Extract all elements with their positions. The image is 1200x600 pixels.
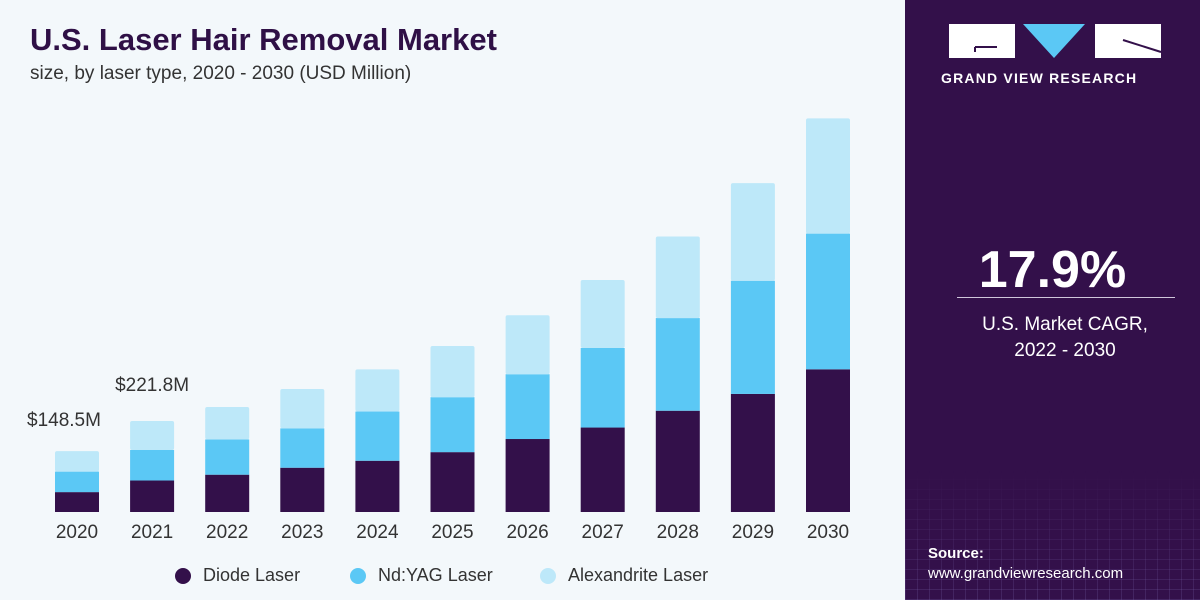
x-tick-label: 2020 [56,522,98,543]
source: Source: www.grandviewresearch.com [928,544,1123,584]
chart-title: U.S. Laser Hair Removal Market [30,22,497,57]
x-tick-label: 2024 [356,522,399,543]
bar-nd-yag-laser-2029 [730,280,775,394]
bar-alexandrite-laser-2020 [55,451,99,472]
bar-alexandrite-laser-2027 [580,279,625,348]
cagr-value: 17.9% [978,241,1127,299]
bar-nd-yag-laser-2025 [430,397,475,453]
x-tick-label: 2029 [732,522,774,543]
data-label-2021: $221.8M [115,375,189,396]
x-tick-label: 2030 [807,522,849,543]
legend-item-diode: Diode Laser [175,565,300,586]
bar-nd-yag-laser-2022 [205,439,250,475]
bar-diode-laser-2028 [655,410,700,512]
legend-swatch [350,567,366,584]
bar-diode-laser-2025 [430,452,475,512]
bar-diode-laser-2027 [580,427,625,512]
source-link[interactable]: www.grandviewresearch.com [928,565,1124,582]
bar-diode-laser-2030 [806,369,850,512]
x-tick-label: 2021 [131,522,173,543]
bar-alexandrite-laser-2030 [806,118,850,234]
cagr-label-line-2: 2022 - 2030 [1014,340,1116,361]
x-tick-label: 2028 [657,522,699,543]
bar-alexandrite-laser-2023 [280,389,325,429]
bar-alexandrite-laser-2028 [655,236,700,319]
bar-alexandrite-laser-2024 [355,369,400,412]
source-label: Source: [928,545,984,562]
bar-diode-laser-2024 [355,460,400,512]
bar-nd-yag-laser-2023 [280,428,325,468]
legend-item-ndyag: Nd:YAG Laser [350,565,493,586]
bar-nd-yag-laser-2021 [130,449,175,481]
legend-swatch [540,567,556,584]
cagr-label-line-1: U.S. Market CAGR, [982,314,1148,335]
bar-nd-yag-laser-2027 [580,348,625,428]
bar-nd-yag-laser-2030 [806,233,850,370]
legend-label: Diode Laser [203,565,301,585]
x-tick-label: 2025 [431,522,473,543]
decorative-grid [905,470,1200,600]
bar-diode-laser-2023 [280,467,325,512]
bar-alexandrite-laser-2029 [730,183,775,281]
legend-item-alexandrite: Alexandrite Laser [540,565,708,586]
bar-nd-yag-laser-2020 [55,471,99,493]
bar-diode-laser-2029 [730,393,775,512]
bar-nd-yag-laser-2026 [505,374,550,440]
x-tick-label: 2026 [506,522,548,543]
bar-nd-yag-laser-2024 [355,411,400,461]
bar-alexandrite-laser-2022 [205,407,250,440]
bar-diode-laser-2026 [505,439,550,512]
legend-swatch [175,567,191,584]
brand-name: GRAND VIEW RESEARCH [941,70,1138,86]
x-tick-label: 2027 [582,522,624,543]
bar-alexandrite-laser-2026 [505,315,550,375]
legend-label: Alexandrite Laser [568,565,709,585]
x-tick-label: 2023 [281,522,323,543]
chart-subtitle: size, by laser type, 2020 - 2030 (USD Mi… [30,63,412,84]
bar-diode-laser-2021 [130,480,175,512]
grand-view-research-logo [949,24,1162,58]
divider [957,297,1175,298]
stacked-bar-chart: 2020 2021 2022 2023 2024 2025 2026 2027 2028 2029… [27,118,850,543]
bar-diode-laser-2020 [55,492,99,512]
bar-alexandrite-laser-2025 [430,345,475,398]
info-panel: GRAND VIEW RESEARCH 17.9% U.S. Market CA… [905,0,1200,600]
x-tick-label: 2022 [206,522,248,543]
bar-nd-yag-laser-2028 [655,318,700,411]
chart-area: U.S. Laser Hair Removal Market size, by … [27,22,850,586]
legend-label: Nd:YAG Laser [378,565,493,585]
bar-alexandrite-laser-2021 [130,421,175,450]
data-label-2020: $148.5M [27,410,101,431]
bar-diode-laser-2022 [205,474,250,512]
cagr-label: U.S. Market CAGR, 2022 - 2030 [905,312,1200,364]
